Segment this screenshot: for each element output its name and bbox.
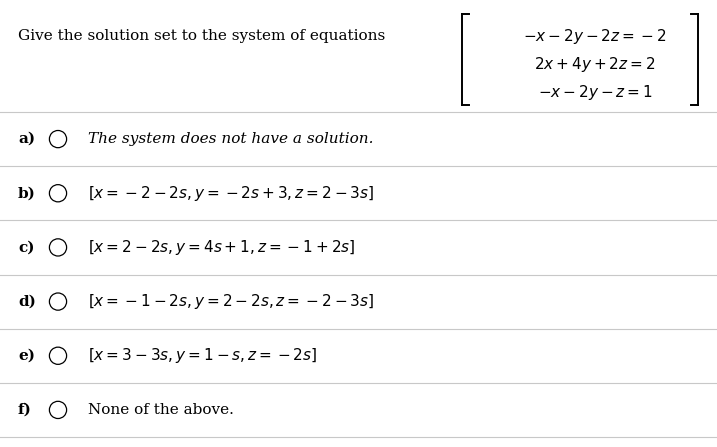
Text: Give the solution set to the system of equations: Give the solution set to the system of e… <box>18 29 385 43</box>
Text: b): b) <box>18 186 36 200</box>
Text: $[x=2-2s,y=4s+1,z=-1+2s]$: $[x=2-2s,y=4s+1,z=-1+2s]$ <box>88 238 356 257</box>
Text: e): e) <box>18 349 35 363</box>
Text: c): c) <box>18 240 34 254</box>
Text: d): d) <box>18 295 36 308</box>
Text: None of the above.: None of the above. <box>88 403 234 417</box>
Text: $-x-2y-2z=-2$: $-x-2y-2z=-2$ <box>523 28 667 46</box>
Text: $[x=3-3s,y=1-s,z=-2s]$: $[x=3-3s,y=1-s,z=-2s]$ <box>88 346 318 365</box>
Text: a): a) <box>18 132 35 146</box>
Text: f): f) <box>18 403 32 417</box>
Text: $-x-2y-z=1$: $-x-2y-z=1$ <box>538 83 652 101</box>
Text: $2x+4y+2z=2$: $2x+4y+2z=2$ <box>534 55 656 75</box>
Text: $[x=-2-2s,y=-2s+3,z=2-3s]$: $[x=-2-2s,y=-2s+3,z=2-3s]$ <box>88 184 374 203</box>
Text: The system does not have a solution.: The system does not have a solution. <box>88 132 374 146</box>
Text: $[x=-1-2s,y=2-2s,z=-2-3s]$: $[x=-1-2s,y=2-2s,z=-2-3s]$ <box>88 292 374 311</box>
